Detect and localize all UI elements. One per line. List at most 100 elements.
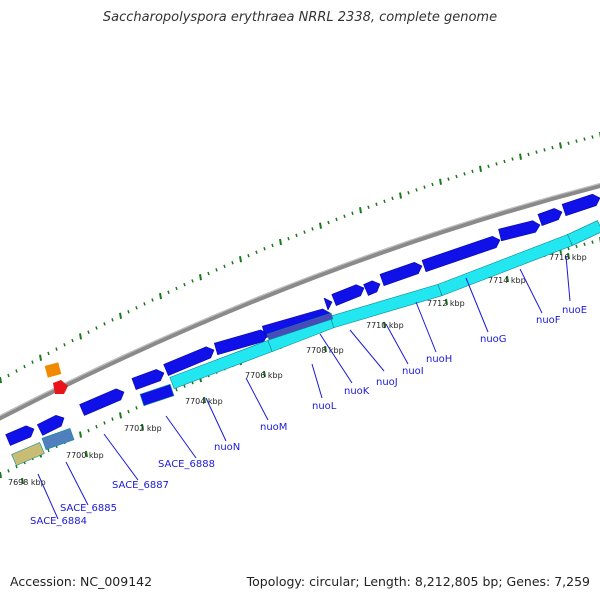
tick-mark	[85, 450, 88, 458]
outer-track-dot	[423, 185, 426, 189]
gene-label[interactable]: nuoN	[214, 442, 240, 453]
gene-label[interactable]: nuoM	[260, 422, 287, 433]
red-marker	[53, 380, 68, 394]
outer-track-dot	[351, 211, 354, 215]
gene-arrow[interactable]	[323, 297, 333, 311]
inner-track-dot	[87, 428, 90, 433]
outer-track-dot	[327, 220, 330, 225]
gene-label[interactable]: nuoK	[344, 386, 370, 397]
genome-backbone	[0, 183, 600, 421]
outer-track-dot	[207, 271, 210, 276]
gene-arrow[interactable]	[331, 284, 365, 306]
gene-label[interactable]: nuoJ	[376, 377, 398, 388]
tick-mark	[506, 275, 509, 283]
tick-mark	[263, 370, 266, 378]
outer-track-dot	[31, 360, 34, 364]
outer-track-dot	[55, 347, 58, 351]
outer-track-dot	[7, 373, 10, 378]
outer-track-dot	[383, 199, 386, 204]
gene-cyan-segment[interactable]	[567, 220, 600, 246]
accession-text: Accession: NC_009142	[10, 574, 153, 589]
outer-track-dot	[527, 152, 530, 157]
outer-track-dot	[511, 157, 514, 161]
tick-mark	[21, 477, 24, 485]
gene-dark-segment[interactable]	[266, 312, 334, 341]
gene-arrow[interactable]	[561, 193, 600, 217]
gene-arrow[interactable]	[36, 414, 65, 436]
inner-track-dot	[47, 448, 50, 453]
gene-label[interactable]: SACE_6884	[30, 516, 87, 527]
outer-track-dot	[79, 333, 82, 340]
gene-steel-segment[interactable]	[41, 427, 75, 451]
gene-label[interactable]: nuoE	[562, 305, 587, 316]
outer-track-dot	[479, 165, 482, 172]
inner-track-dot	[119, 412, 122, 419]
outer-track-dot	[583, 137, 586, 141]
outer-track-dot	[151, 298, 154, 302]
outer-track-dot	[311, 227, 314, 231]
outer-track-dot	[23, 364, 26, 369]
inner-track-dot	[95, 425, 98, 429]
gene-label[interactable]: SACE_6887	[112, 480, 169, 491]
inner-track-dot	[0, 471, 2, 479]
outer-track-dot	[199, 274, 202, 281]
outer-track-dot	[135, 306, 138, 310]
gene-label[interactable]: SACE_6888	[158, 459, 215, 470]
gene-label[interactable]: nuoH	[426, 354, 452, 365]
gene-cyan-segment[interactable]	[437, 234, 573, 296]
inner-track-dot	[567, 246, 570, 251]
inner-track-dot	[583, 242, 586, 246]
gene-arrow[interactable]	[163, 346, 215, 376]
outer-track-dot	[343, 214, 346, 219]
tick-mark	[445, 298, 448, 306]
outer-track-dot	[391, 196, 394, 201]
gene-arrow[interactable]	[131, 369, 165, 391]
outer-track-dot	[295, 233, 298, 238]
outer-track-dot	[95, 326, 98, 330]
outer-track-dot	[255, 250, 258, 254]
gene-arrow[interactable]	[79, 388, 125, 416]
gene-leader-line	[415, 301, 437, 353]
outer-track-dot	[319, 222, 322, 229]
gene-khaki-segment[interactable]	[11, 442, 45, 466]
orange-marker	[44, 362, 62, 378]
gene-leader-line	[385, 323, 409, 365]
outer-track-dot	[111, 318, 114, 322]
tick-label: 7700 kbp	[66, 451, 104, 460]
tick-mark	[383, 321, 386, 329]
gene-leader-line	[165, 415, 197, 459]
tick-mark	[324, 345, 327, 353]
tick-label: 7706 kbp	[245, 371, 283, 380]
gene-blue-segment[interactable]	[139, 383, 175, 407]
reverse-strand-genes	[11, 220, 600, 466]
inner-track-dot	[175, 387, 178, 392]
inner-track-dot	[591, 240, 594, 244]
gene-arrow[interactable]	[498, 220, 541, 242]
outer-track-dot	[567, 141, 570, 146]
gene-arrow[interactable]	[537, 208, 563, 227]
outer-track-dot	[551, 145, 554, 150]
gene-leader-line	[319, 333, 353, 384]
gene-label[interactable]: nuoG	[480, 334, 507, 345]
gene-leader-line	[37, 473, 59, 520]
inner-track-dot	[79, 431, 82, 438]
gene-labels: SACE_6884 SACE_6885 SACE_6887 SACE_6888 nuoN…	[30, 255, 587, 527]
gene-arrow[interactable]	[379, 261, 423, 287]
inner-track-dot	[575, 244, 578, 249]
gene-arrow[interactable]	[421, 235, 501, 273]
gene-label[interactable]: nuoI	[402, 366, 424, 377]
outer-track-dot	[39, 354, 42, 361]
outer-track-dot	[519, 153, 522, 160]
tick-label: 7716 kbp	[549, 253, 587, 262]
outer-track-dot	[87, 330, 90, 334]
gene-arrow[interactable]	[5, 425, 35, 446]
gene-label[interactable]: nuoL	[312, 401, 337, 412]
tick-label: 7710 kbp	[366, 321, 404, 330]
gene-label[interactable]: nuoF	[536, 315, 561, 326]
gene-leader-line	[103, 433, 139, 481]
gene-leader-line	[245, 377, 269, 421]
gene-arrow[interactable]	[363, 280, 381, 296]
gene-label[interactable]: SACE_6885	[60, 503, 117, 514]
outer-track-dot	[159, 292, 162, 300]
